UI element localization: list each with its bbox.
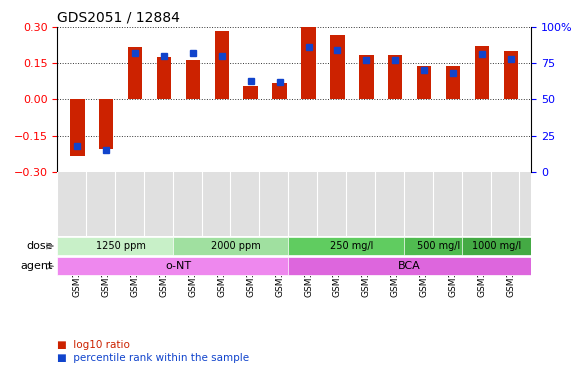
Bar [301, 27, 316, 99]
Text: 1000 mg/l: 1000 mg/l [472, 241, 521, 251]
FancyBboxPatch shape [57, 257, 300, 275]
Text: ■  percentile rank within the sample: ■ percentile rank within the sample [57, 353, 249, 363]
Bar [99, 99, 114, 149]
Bar [388, 55, 403, 99]
FancyBboxPatch shape [57, 237, 184, 255]
Text: 250 mg/l: 250 mg/l [330, 241, 373, 251]
FancyBboxPatch shape [288, 237, 416, 255]
Text: 1250 ppm: 1250 ppm [96, 241, 146, 251]
Bar [157, 57, 171, 99]
Text: 500 mg/l: 500 mg/l [417, 241, 460, 251]
Bar [70, 99, 85, 156]
Bar [243, 86, 258, 99]
Bar [475, 46, 489, 99]
FancyBboxPatch shape [288, 257, 531, 275]
Text: o-NT: o-NT [166, 262, 191, 271]
FancyBboxPatch shape [462, 237, 531, 255]
Bar [215, 30, 229, 99]
Text: ■  log10 ratio: ■ log10 ratio [57, 339, 130, 349]
Text: 2000 ppm: 2000 ppm [211, 241, 261, 251]
Bar [446, 66, 460, 99]
Text: dose: dose [26, 241, 53, 251]
Text: BCA: BCA [399, 262, 421, 271]
Bar [417, 66, 431, 99]
Bar [272, 83, 287, 99]
Text: GDS2051 / 12884: GDS2051 / 12884 [57, 10, 180, 24]
FancyBboxPatch shape [404, 237, 473, 255]
Bar [128, 48, 142, 99]
Bar [504, 51, 518, 99]
Bar [330, 35, 345, 99]
Bar [186, 60, 200, 99]
Text: agent: agent [21, 262, 53, 271]
FancyBboxPatch shape [172, 237, 300, 255]
Bar [359, 55, 373, 99]
